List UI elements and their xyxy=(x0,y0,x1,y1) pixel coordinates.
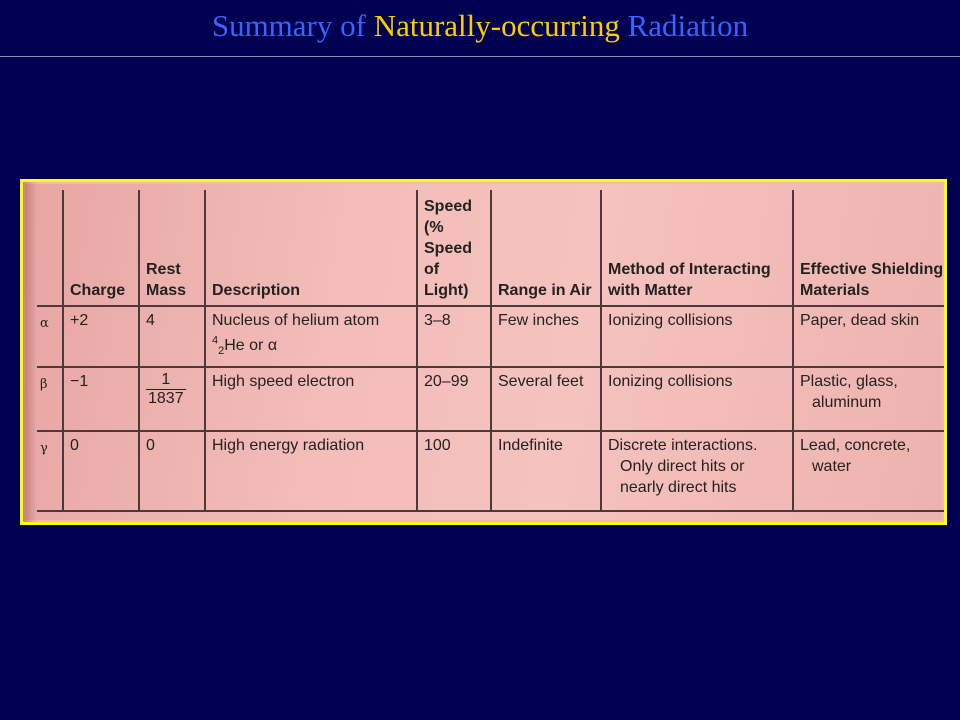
title-highlight: Naturally-occurring xyxy=(373,8,620,43)
row-shielding: Lead, concrete, water xyxy=(792,429,944,512)
row-range: Few inches xyxy=(490,305,602,368)
row-symbol: α xyxy=(37,305,64,368)
header-symbol xyxy=(37,190,64,307)
table-image-frame: Charge Rest Mass Description Speed (% Sp… xyxy=(20,179,947,525)
header-charge: Charge xyxy=(62,190,140,307)
shielding-line-2: aluminum xyxy=(812,393,882,411)
header-method: Method of Interacting with Matter xyxy=(600,190,794,307)
shielding-line-1: Plastic, glass, xyxy=(800,372,898,390)
page-edge-shadow xyxy=(23,182,37,522)
row-shielding: Plastic, glass, aluminum xyxy=(792,365,944,432)
description-line-2: He or α xyxy=(224,337,278,355)
rest-mass-fraction: 1 1837 xyxy=(146,371,186,408)
table-row-alpha: α +2 4 Nucleus of helium atom 42He or α … xyxy=(37,305,944,368)
row-speed: 20–99 xyxy=(416,365,492,432)
row-rest-mass: 0 xyxy=(138,429,206,512)
row-speed: 100 xyxy=(416,429,492,512)
row-description: Nucleus of helium atom 42He or α xyxy=(204,305,418,368)
row-range: Several feet xyxy=(490,365,602,432)
title-part-2: Radiation xyxy=(619,8,749,43)
row-rest-mass: 4 xyxy=(138,305,206,368)
row-description: High speed electron xyxy=(204,365,418,432)
title-part-1: Summary of xyxy=(211,8,374,43)
header-shielding: Effective Shielding Materials xyxy=(792,190,944,307)
table-header-row: Charge Rest Mass Description Speed (% Sp… xyxy=(37,190,944,307)
method-line-3: nearly direct hits xyxy=(620,478,737,496)
row-shielding: Paper, dead skin xyxy=(792,305,944,368)
radiation-summary-table: Charge Rest Mass Description Speed (% Sp… xyxy=(37,190,944,512)
header-description: Description xyxy=(204,190,418,307)
header-speed: Speed (% Speed of Light) xyxy=(416,190,492,307)
method-line-2: Only direct hits or xyxy=(620,457,745,475)
table-row-beta: β −1 1 1837 High speed electron 20–99 Se… xyxy=(37,365,944,432)
row-method: Ionizing collisions xyxy=(600,305,794,368)
row-description: High energy radiation xyxy=(204,429,418,512)
row-rest-mass: 1 1837 xyxy=(138,365,206,432)
row-charge: −1 xyxy=(62,365,140,432)
row-range: Indefinite xyxy=(490,429,602,512)
row-symbol: β xyxy=(37,365,64,432)
row-charge: +2 xyxy=(62,305,140,368)
row-method: Discrete interactions. Only direct hits … xyxy=(600,429,794,512)
header-rest-mass: Rest Mass xyxy=(138,190,206,307)
description-line-1: Nucleus of helium atom xyxy=(212,312,380,329)
table-row-gamma: γ 0 0 High energy radiation 100 Indefini… xyxy=(37,429,944,512)
method-line-1: Discrete interactions. xyxy=(608,436,758,454)
shielding-line-1: Lead, concrete, xyxy=(800,436,911,454)
row-method: Ionizing collisions xyxy=(600,365,794,432)
row-charge: 0 xyxy=(62,429,140,512)
title-divider xyxy=(0,56,960,57)
row-symbol: γ xyxy=(37,429,64,512)
helium-isotope-notation: 42He or α xyxy=(212,335,278,358)
fraction-denominator: 1837 xyxy=(148,389,184,407)
fraction-numerator: 1 xyxy=(146,371,186,390)
header-range: Range in Air xyxy=(490,190,602,307)
shielding-line-2: water xyxy=(812,457,852,475)
row-speed: 3–8 xyxy=(416,305,492,368)
slide-title: Summary of Naturally-occurring Radiation xyxy=(0,8,960,44)
